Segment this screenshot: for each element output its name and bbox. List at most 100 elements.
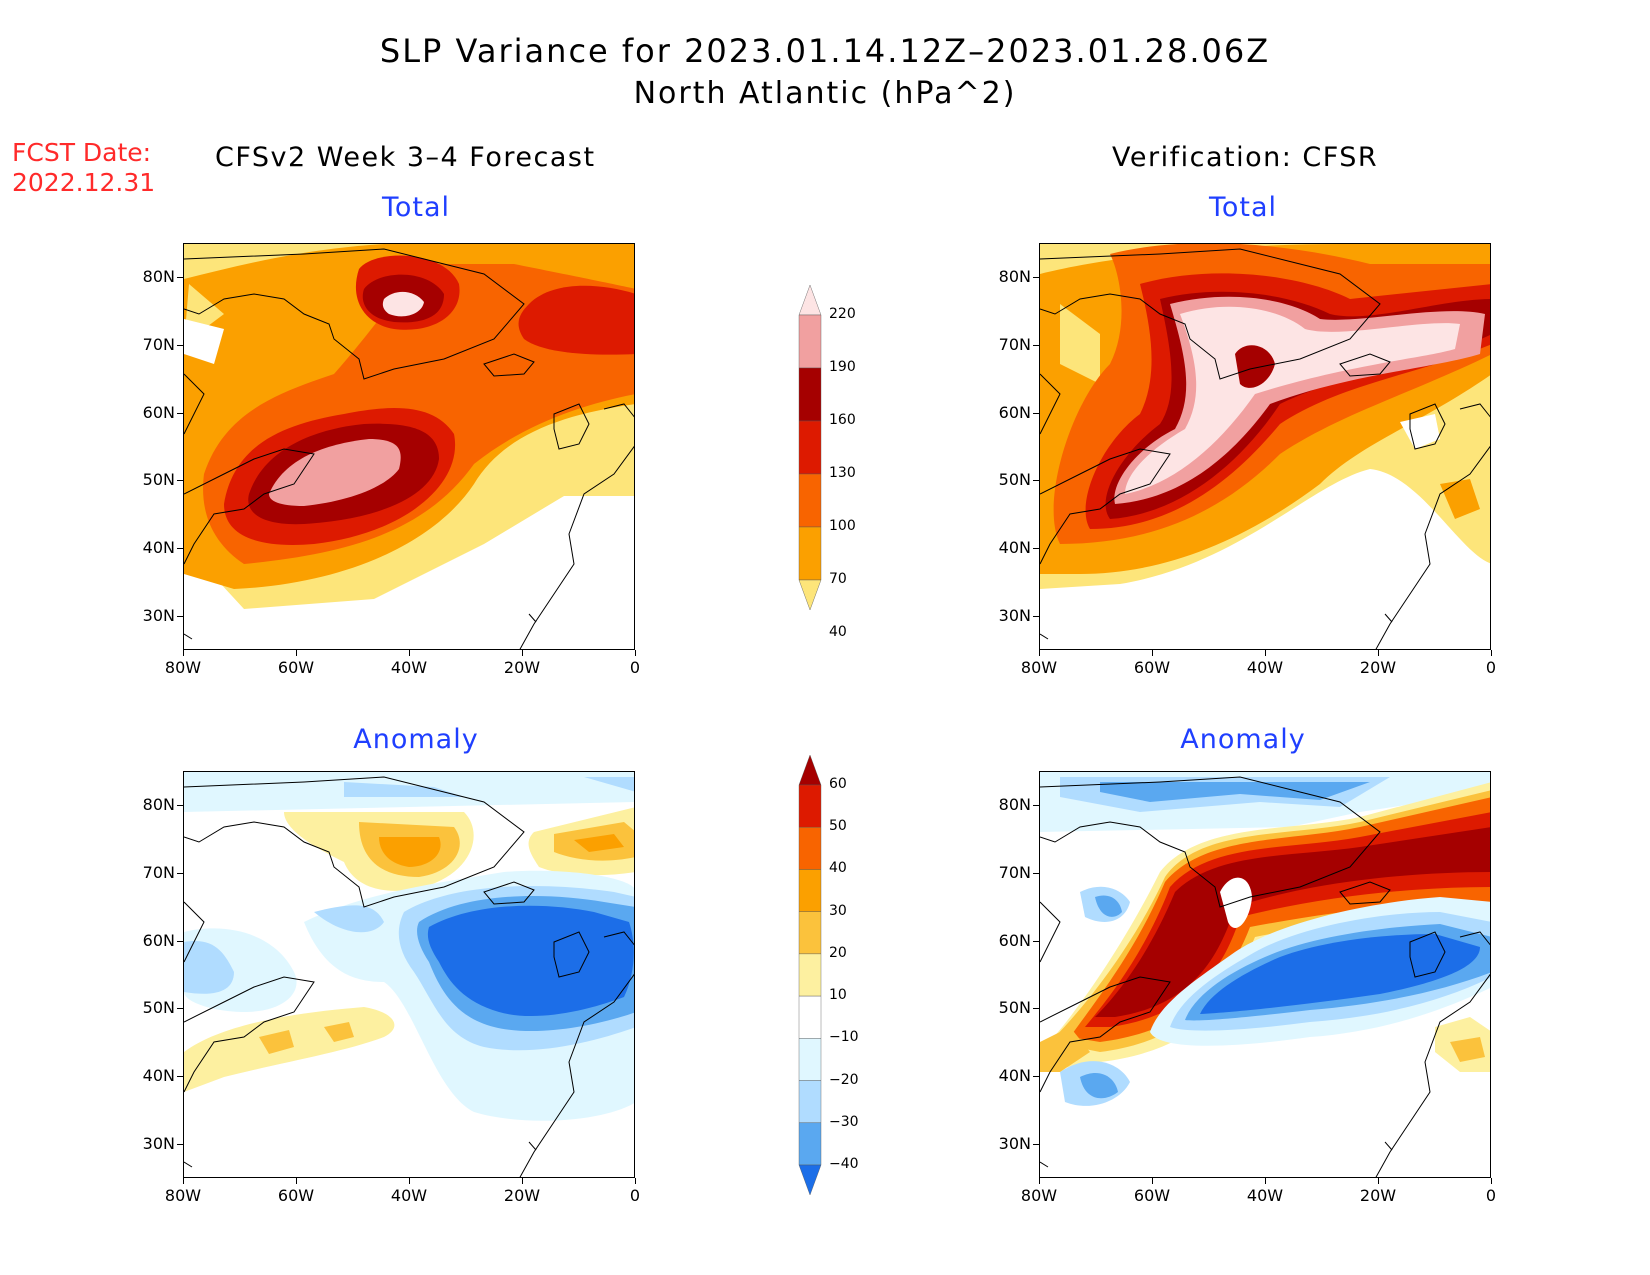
lat-tick-label: 50N xyxy=(142,470,175,490)
lat-tick xyxy=(1033,1008,1039,1010)
lon-tick xyxy=(1491,1178,1492,1184)
lon-tick-label: 40W xyxy=(1246,658,1284,677)
lon-tick-label: 60W xyxy=(1133,1186,1171,1205)
total-colorbar xyxy=(798,285,822,610)
lat-tick-label: 70N xyxy=(998,334,1031,354)
lat-tick-label: 80N xyxy=(998,794,1031,814)
lon-tick-label: 80W xyxy=(1020,1186,1058,1205)
verification-anomaly-field xyxy=(1040,772,1490,1177)
lat-tick xyxy=(177,1076,183,1078)
lon-tick-label: 60W xyxy=(1133,658,1171,677)
lon-tick xyxy=(1378,1178,1379,1184)
lat-tick xyxy=(177,616,183,618)
lon-tick xyxy=(1378,650,1379,656)
lat-tick-label: 80N xyxy=(142,794,175,814)
lat-tick-label: 50N xyxy=(998,470,1031,490)
colorbar-segment xyxy=(798,953,822,997)
lon-tick-label: 60W xyxy=(277,1186,315,1205)
lat-tick xyxy=(1033,1144,1039,1146)
forecast-date-value: 2022.12.31 xyxy=(12,168,156,197)
lat-tick xyxy=(1033,480,1039,482)
lon-tick xyxy=(1152,650,1153,656)
lat-tick xyxy=(177,480,183,482)
verification-total-title: Total xyxy=(1208,192,1278,223)
colorbar-segment xyxy=(798,1122,822,1166)
lat-tick-label: 30N xyxy=(142,606,175,626)
colorbar-segment xyxy=(798,526,822,581)
lon-tick-label: 0 xyxy=(629,658,641,677)
colorbar-segment xyxy=(798,869,822,912)
lat-tick-label: 30N xyxy=(998,606,1031,626)
left-column-title: CFSv2 Week 3–4 Forecast xyxy=(215,142,596,173)
colorbar-level-label: 100 xyxy=(829,518,856,534)
lat-tick xyxy=(177,412,183,414)
forecast-anomaly-field xyxy=(184,772,634,1177)
lat-tick xyxy=(1033,616,1039,618)
lon-tick xyxy=(1491,650,1492,656)
lon-tick-label: 40W xyxy=(390,658,428,677)
colorbar-segment xyxy=(798,473,822,528)
lat-tick xyxy=(177,872,183,874)
lon-tick-label: 0 xyxy=(1485,658,1497,677)
colorbar-segment xyxy=(798,911,822,955)
lat-tick-label: 60N xyxy=(142,930,175,950)
lon-tick-label: 0 xyxy=(629,1186,641,1205)
lat-tick xyxy=(1033,276,1039,278)
verification-total-map xyxy=(1039,243,1491,650)
lat-tick-label: 80N xyxy=(142,266,175,286)
colorbar-level-label: 50 xyxy=(829,818,847,835)
colorbar-level-label: 190 xyxy=(829,359,856,375)
lon-tick-label: 20W xyxy=(503,658,541,677)
forecast-date-label: FCST Date: xyxy=(12,138,152,167)
lat-tick-label: 50N xyxy=(998,998,1031,1018)
lat-tick-label: 40N xyxy=(142,1066,175,1086)
colorbar-level-label: −40 xyxy=(829,1156,859,1172)
lat-tick-label: 40N xyxy=(142,538,175,558)
lon-tick xyxy=(1265,650,1266,656)
colorbar-level-label: 130 xyxy=(829,465,856,481)
lat-tick-label: 60N xyxy=(998,930,1031,950)
right-column-title: Verification: CFSR xyxy=(1112,142,1379,173)
colorbar-segment xyxy=(798,579,822,610)
lat-tick xyxy=(177,940,183,942)
lon-tick-label: 20W xyxy=(1359,658,1397,677)
lon-tick-label: 40W xyxy=(390,1186,428,1205)
lon-tick xyxy=(1152,1178,1153,1184)
lat-tick xyxy=(1033,804,1039,806)
forecast-total-field xyxy=(184,244,634,649)
lat-tick xyxy=(1033,940,1039,942)
colorbar-level-label: 70 xyxy=(829,571,847,587)
lon-tick xyxy=(635,1178,636,1184)
lon-tick xyxy=(183,650,184,656)
lat-tick-label: 70N xyxy=(142,862,175,882)
lat-tick xyxy=(1033,1076,1039,1078)
lon-tick xyxy=(1039,650,1040,656)
colorbar-level-label: 60 xyxy=(829,776,847,792)
colorbar-segment xyxy=(798,285,822,316)
colorbar-segment xyxy=(798,827,822,870)
figure-title: SLP Variance for 2023.01.14.12Z–2023.01.… xyxy=(379,32,1271,70)
forecast-anomaly-title: Anomaly xyxy=(353,724,479,755)
lat-tick xyxy=(177,804,183,806)
colorbar-segment xyxy=(798,314,822,369)
lon-tick-label: 80W xyxy=(164,658,202,677)
lat-tick xyxy=(1033,344,1039,346)
verification-anomaly-title: Anomaly xyxy=(1180,724,1306,755)
colorbar-level-label: 20 xyxy=(829,944,847,961)
lat-tick-label: 40N xyxy=(998,1066,1031,1086)
lat-tick-label: 50N xyxy=(142,998,175,1018)
lat-tick-label: 70N xyxy=(998,862,1031,882)
colorbar-segment xyxy=(798,995,822,1039)
colorbar-segment xyxy=(798,1164,822,1195)
colorbar-level-label: 40 xyxy=(829,860,847,877)
colorbar-segment xyxy=(798,1038,822,1081)
colorbar-level-label: 40 xyxy=(829,624,847,640)
lat-tick xyxy=(177,276,183,278)
lat-tick-label: 60N xyxy=(142,402,175,422)
lon-tick xyxy=(183,1178,184,1184)
lat-tick xyxy=(177,1144,183,1146)
colorbar-level-label: −20 xyxy=(829,1071,859,1088)
figure-subtitle: North Atlantic (hPa^2) xyxy=(633,76,1017,111)
colorbar-segment xyxy=(798,755,822,786)
colorbar-segment xyxy=(798,367,822,422)
